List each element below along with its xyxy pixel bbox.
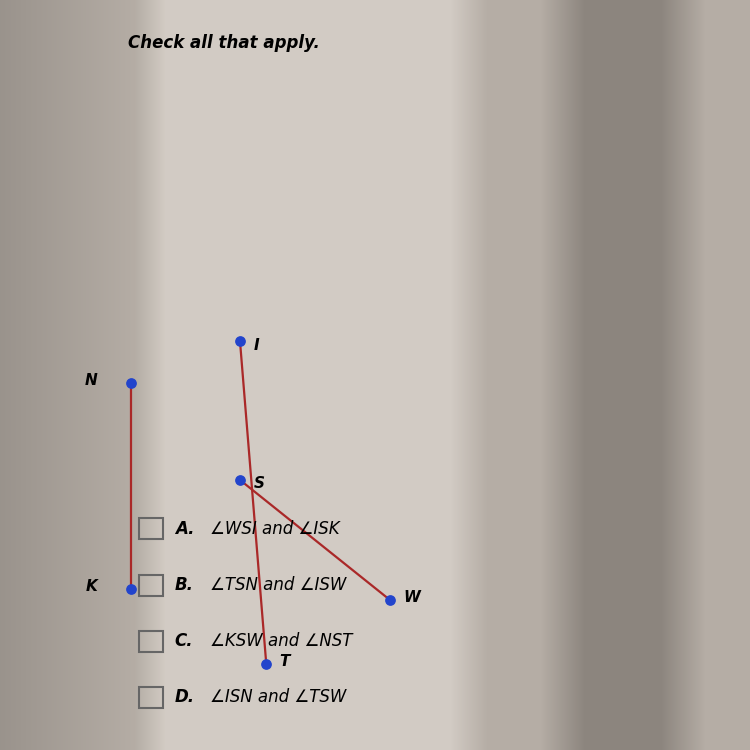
Text: I: I	[254, 338, 260, 352]
Text: A.: A.	[175, 520, 194, 538]
Text: C.: C.	[175, 632, 194, 650]
Text: ∠KSW and ∠NST: ∠KSW and ∠NST	[210, 632, 352, 650]
Bar	[139, 518, 163, 539]
Point	[384, 594, 396, 606]
Text: T: T	[280, 654, 290, 669]
Point	[125, 376, 137, 388]
Bar	[139, 631, 163, 652]
Text: B.: B.	[175, 576, 194, 594]
Bar	[139, 687, 163, 708]
Text: D.: D.	[175, 688, 195, 706]
Point	[234, 474, 246, 486]
Text: ∠WSI and ∠ISK: ∠WSI and ∠ISK	[210, 520, 340, 538]
Text: S: S	[254, 476, 265, 491]
Text: Check all that apply.: Check all that apply.	[128, 34, 320, 52]
Text: ∠ISN and ∠TSW: ∠ISN and ∠TSW	[210, 688, 346, 706]
Text: N: N	[85, 373, 98, 388]
Point	[234, 335, 246, 347]
Point	[260, 658, 272, 670]
Text: ∠TSN and ∠ISW: ∠TSN and ∠ISW	[210, 576, 346, 594]
Point	[125, 583, 137, 595]
Bar	[139, 574, 163, 596]
Text: K: K	[86, 579, 98, 594]
Text: W: W	[404, 590, 420, 605]
